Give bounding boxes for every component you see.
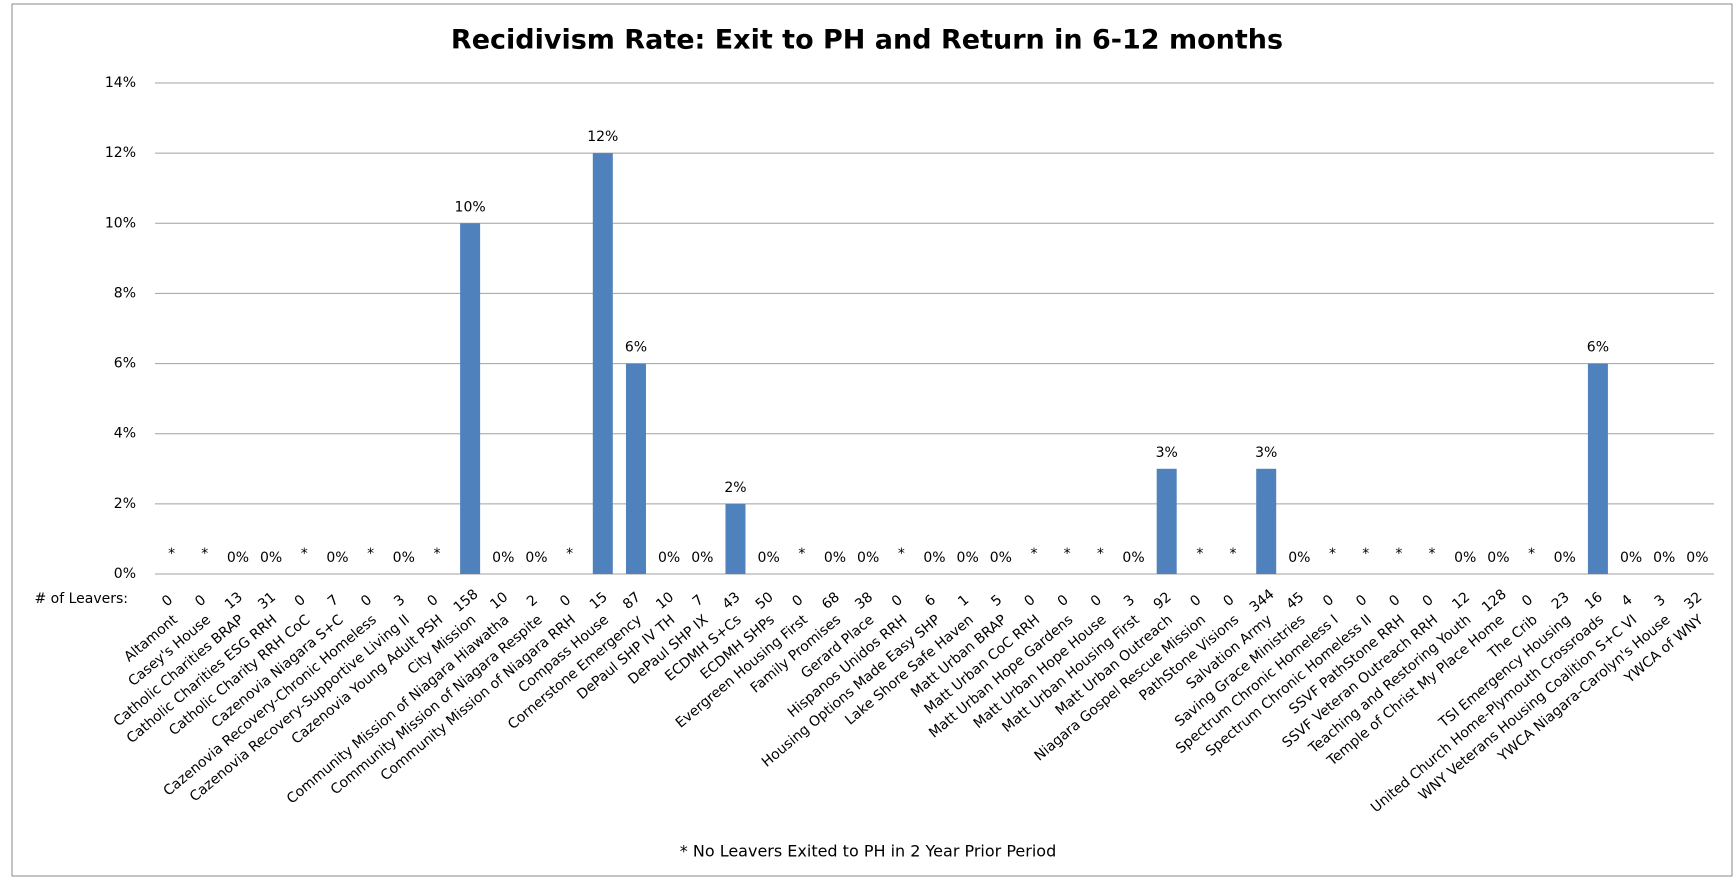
data-label: 0% xyxy=(957,550,979,566)
bar xyxy=(1256,468,1277,574)
data-label: 0% xyxy=(1487,550,1509,566)
y-tick-label: 8% xyxy=(114,285,136,301)
data-label: 6% xyxy=(625,340,647,356)
data-label: 0% xyxy=(227,550,249,566)
data-label: * xyxy=(1097,546,1104,562)
bar xyxy=(460,223,481,575)
data-label: * xyxy=(201,546,208,562)
data-label: 0% xyxy=(1288,550,1310,566)
data-label: 0% xyxy=(1122,550,1144,566)
data-label: * xyxy=(1429,546,1436,562)
data-label: 0% xyxy=(824,550,846,566)
data-label: * xyxy=(1362,546,1369,562)
y-tick-label: 10% xyxy=(105,215,136,231)
data-label: * xyxy=(433,546,440,562)
data-label: 0% xyxy=(990,550,1012,566)
data-label: * xyxy=(301,546,308,562)
data-label: 0% xyxy=(1554,550,1576,566)
bar xyxy=(1156,468,1177,574)
bar xyxy=(725,503,746,574)
data-label: 0% xyxy=(1454,550,1476,566)
data-label: 0% xyxy=(1653,550,1675,566)
leavers-label: # of Leavers: xyxy=(34,591,128,607)
data-label: 10% xyxy=(455,199,486,215)
data-label: 3% xyxy=(1255,445,1277,461)
bar xyxy=(1587,363,1608,574)
data-label: 0% xyxy=(260,550,282,566)
y-tick-label: 14% xyxy=(105,75,136,91)
chart-border xyxy=(11,3,1733,877)
data-label: * xyxy=(1395,546,1402,562)
data-label: * xyxy=(168,546,175,562)
data-label: * xyxy=(798,546,805,562)
data-label: 2% xyxy=(724,480,746,496)
data-label: * xyxy=(1528,546,1535,562)
data-label: * xyxy=(1031,546,1038,562)
data-label: 0% xyxy=(658,550,680,566)
data-label: 0% xyxy=(492,550,514,566)
data-label: 0% xyxy=(1686,550,1708,566)
data-label: 3% xyxy=(1156,445,1178,461)
data-label: 0% xyxy=(758,550,780,566)
chart-title: Recidivism Rate: Exit to PH and Return i… xyxy=(451,25,1283,56)
y-tick-label: 6% xyxy=(114,356,136,372)
y-tick-label: 2% xyxy=(114,496,136,512)
data-label: * xyxy=(898,546,905,562)
data-label: 12% xyxy=(587,129,618,145)
data-label: 0% xyxy=(923,550,945,566)
data-label: 0% xyxy=(326,550,348,566)
data-label: * xyxy=(1230,546,1237,562)
bar xyxy=(625,363,646,574)
bar xyxy=(592,153,613,574)
data-label: 0% xyxy=(857,550,879,566)
data-label: 0% xyxy=(1620,550,1642,566)
data-label: 0% xyxy=(525,550,547,566)
data-label: * xyxy=(1064,546,1071,562)
data-label: * xyxy=(1196,546,1203,562)
y-tick-label: 0% xyxy=(114,566,136,582)
data-label: * xyxy=(566,546,573,562)
y-tick-label: 4% xyxy=(114,426,136,442)
data-label: * xyxy=(367,546,374,562)
footnote: * No Leavers Exited to PH in 2 Year Prio… xyxy=(680,842,1056,861)
data-label: 6% xyxy=(1587,340,1609,356)
data-label: 0% xyxy=(691,550,713,566)
data-label: 0% xyxy=(393,550,415,566)
y-tick-label: 12% xyxy=(105,145,136,161)
data-label: * xyxy=(1329,546,1336,562)
